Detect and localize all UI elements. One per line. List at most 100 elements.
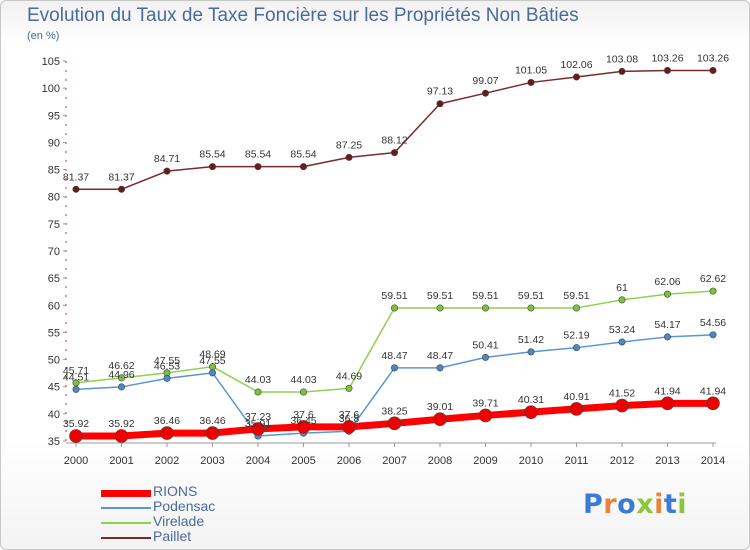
- data-point-rions: [205, 426, 220, 440]
- y-tick-label: 90: [48, 137, 60, 149]
- data-point-podensac: [390, 364, 398, 372]
- data-label-rions: 36.46: [199, 415, 225, 427]
- data-label-podensac: 35.91: [245, 418, 271, 430]
- data-label-paillet: 87.25: [336, 139, 362, 151]
- data-label-virelade: 48.69: [199, 349, 225, 361]
- data-point-rions: [387, 416, 402, 431]
- x-tick-label: 2007: [382, 455, 406, 467]
- data-point-podensac: [118, 383, 126, 391]
- data-label-virelade: 45.71: [63, 365, 89, 377]
- logo-letter: o: [617, 489, 637, 520]
- data-label-rions: 35.92: [108, 418, 134, 430]
- data-point-podensac: [72, 385, 80, 393]
- legend-label: Paillet: [153, 528, 192, 544]
- y-tick-label: 35: [48, 436, 60, 448]
- data-label-virelade: 44.03: [290, 374, 316, 386]
- data-label-podensac: 52.19: [563, 330, 589, 342]
- data-point-podensac: [663, 333, 671, 341]
- data-label-virelade: 47.55: [154, 355, 180, 367]
- x-tick-label: 2005: [291, 455, 315, 467]
- data-point-virelade: [118, 374, 126, 382]
- data-label-rions: 36.46: [154, 415, 180, 427]
- data-label-rions: 41.52: [609, 388, 635, 400]
- data-point-paillet: [390, 149, 398, 157]
- data-point-virelade: [709, 287, 717, 295]
- data-point-virelade: [481, 304, 489, 312]
- legend-swatch: [101, 489, 151, 497]
- data-point-rions: [296, 420, 311, 434]
- y-tick-label: 75: [48, 219, 60, 231]
- data-point-paillet: [527, 78, 535, 86]
- data-label-paillet: 85.54: [290, 149, 316, 161]
- data-point-paillet: [618, 67, 626, 75]
- y-tick-label: 55: [48, 327, 60, 339]
- data-label-podensac: 36.8: [339, 413, 360, 425]
- logo-letter: P: [583, 489, 604, 520]
- x-tick-label: 2002: [155, 455, 179, 467]
- data-label-rions: 39.01: [427, 401, 453, 413]
- chart-axes: 35 40 45 50 55 60 65 70 75 80 85 90 95 100 105 2000 2001…: [42, 56, 726, 467]
- y-tick-label: 40: [48, 409, 60, 421]
- x-tick-label: 2001: [109, 455, 133, 467]
- data-point-paillet: [709, 66, 717, 74]
- data-point-virelade: [390, 304, 398, 312]
- legend-swatch: [101, 537, 151, 539]
- data-point-rions: [706, 396, 720, 411]
- data-point-virelade: [345, 384, 353, 392]
- y-tick-label: 95: [48, 110, 60, 122]
- x-tick-label: 2009: [473, 455, 497, 467]
- data-label-virelade: 59.51: [518, 290, 544, 302]
- y-tick-label: 80: [48, 192, 60, 204]
- data-label-paillet: 103.08: [606, 53, 638, 65]
- data-label-podensac: 51.42: [518, 334, 544, 346]
- data-label-paillet: 85.54: [245, 149, 271, 161]
- data-point-virelade: [254, 388, 262, 396]
- data-label-paillet: 103.26: [651, 52, 683, 64]
- data-point-paillet: [345, 153, 353, 161]
- data-point-paillet: [572, 73, 580, 81]
- data-label-paillet: 103.26: [697, 52, 729, 64]
- x-tick-label: 2000: [64, 455, 88, 467]
- x-tick-label: 2003: [200, 455, 224, 467]
- data-label-rions: 41.94: [700, 385, 726, 397]
- data-label-virelade: 62.06: [654, 276, 680, 288]
- x-tick-label: 2014: [701, 455, 725, 467]
- data-label-rions: 40.31: [518, 394, 544, 406]
- data-label-podensac: 48.47: [427, 350, 453, 362]
- data-label-paillet: 99.07: [472, 75, 498, 87]
- y-tick-label: 50: [48, 355, 60, 367]
- data-label-podensac: 50.41: [472, 339, 498, 351]
- data-point-rions: [615, 398, 629, 413]
- data-point-paillet: [663, 66, 671, 74]
- data-label-podensac: 47.55: [199, 355, 225, 367]
- data-label-paillet: 81.37: [63, 171, 89, 183]
- data-point-paillet: [209, 163, 217, 171]
- data-point-virelade: [663, 290, 671, 298]
- series-lines: [69, 66, 720, 443]
- y-tick-label: 65: [48, 273, 60, 285]
- y-tick-label: 60: [48, 300, 60, 312]
- data-point-rions: [433, 412, 447, 427]
- data-label-rions: 37.6: [339, 409, 360, 421]
- legend-swatch: [101, 522, 151, 524]
- data-label-paillet: 102.06: [560, 59, 592, 71]
- data-label-virelade: 59.51: [427, 290, 453, 302]
- data-point-podensac: [481, 353, 489, 361]
- data-label-virelade: 44.03: [245, 374, 271, 386]
- legend-label: Podensac: [153, 498, 216, 514]
- data-label-paillet: 85.54: [199, 149, 225, 161]
- legend-label: Virelade: [153, 513, 205, 529]
- y-tick-label: 105: [42, 56, 60, 68]
- data-label-virelade: 46.62: [108, 360, 134, 372]
- x-tick-label: 2012: [610, 455, 634, 467]
- data-point-rions: [114, 429, 129, 443]
- x-tick-label: 2013: [655, 455, 679, 467]
- logo-letter: i: [677, 489, 688, 520]
- data-label-podensac: 48.47: [381, 350, 407, 362]
- data-label-paillet: 97.13: [427, 86, 453, 98]
- logo-letter: t: [663, 489, 678, 520]
- data-label-virelade: 59.51: [472, 290, 498, 302]
- data-label-paillet: 81.37: [108, 171, 134, 183]
